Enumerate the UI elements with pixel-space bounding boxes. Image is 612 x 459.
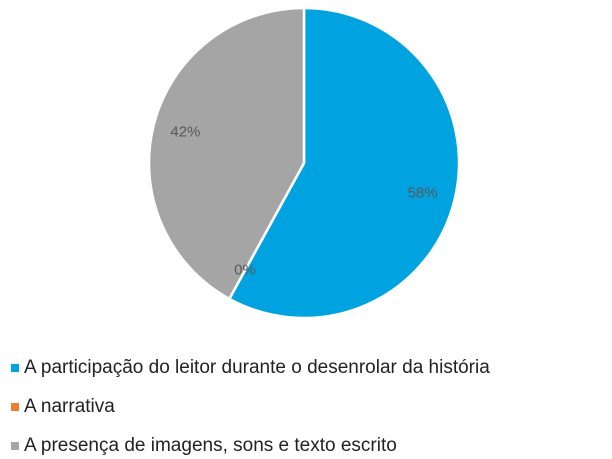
legend-swatch	[11, 364, 19, 372]
pie-slice	[147, 6, 306, 301]
data-label: 0%	[234, 261, 256, 278]
legend-label: A participação do leitor durante o desen…	[24, 357, 490, 378]
legend-swatch	[11, 403, 19, 411]
data-label: 42%	[170, 124, 200, 141]
legend-label: A presença de imagens, sons e texto escr…	[24, 435, 397, 456]
legend-swatch	[11, 442, 19, 450]
legend-label: A narrativa	[24, 396, 115, 417]
data-label: 58%	[408, 184, 438, 201]
pie-slice	[227, 6, 461, 320]
